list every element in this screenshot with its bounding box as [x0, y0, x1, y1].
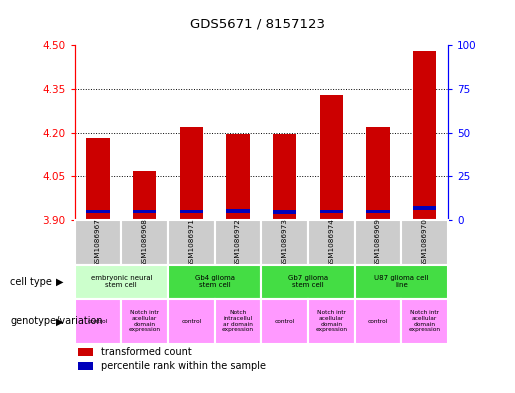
Text: GSM1086968: GSM1086968 — [142, 218, 148, 267]
Text: Notch intr
acellular
domain
expression: Notch intr acellular domain expression — [129, 310, 161, 332]
Bar — [273, 134, 296, 220]
Bar — [78, 362, 93, 370]
Text: GSM1086974: GSM1086974 — [329, 218, 334, 267]
Bar — [78, 348, 93, 356]
Text: GSM1086973: GSM1086973 — [282, 218, 288, 267]
Bar — [366, 127, 390, 220]
Text: GDS5671 / 8157123: GDS5671 / 8157123 — [190, 18, 325, 31]
Bar — [227, 209, 250, 213]
Bar — [180, 127, 203, 220]
Bar — [122, 299, 168, 344]
Bar — [122, 220, 168, 265]
Bar — [75, 265, 168, 299]
Text: ▶: ▶ — [56, 277, 63, 287]
Text: transformed count: transformed count — [101, 347, 192, 357]
Bar — [227, 134, 250, 220]
Bar — [401, 299, 448, 344]
Bar — [261, 265, 355, 299]
Bar — [133, 209, 157, 213]
Bar — [261, 299, 308, 344]
Bar — [401, 220, 448, 265]
Text: Notch intr
acellular
domain
expression: Notch intr acellular domain expression — [409, 310, 441, 332]
Text: Notch
intracellul
ar domain
expression: Notch intracellul ar domain expression — [222, 310, 254, 332]
Text: genotype/variation: genotype/variation — [10, 316, 103, 326]
Bar — [133, 171, 157, 220]
Text: control: control — [368, 319, 388, 324]
Bar — [261, 220, 308, 265]
Bar — [355, 265, 448, 299]
Bar — [168, 299, 215, 344]
Bar — [215, 299, 261, 344]
Bar — [87, 138, 110, 220]
Text: embryonic neural
stem cell: embryonic neural stem cell — [91, 275, 152, 288]
Bar — [180, 209, 203, 213]
Text: GSM1086971: GSM1086971 — [188, 218, 194, 267]
Bar — [273, 210, 296, 214]
Bar — [75, 299, 122, 344]
Bar — [75, 220, 122, 265]
Bar — [308, 299, 355, 344]
Bar — [413, 51, 436, 220]
Text: control: control — [88, 319, 108, 324]
Text: ▶: ▶ — [56, 316, 63, 326]
Text: GSM1086969: GSM1086969 — [375, 218, 381, 267]
Text: cell type: cell type — [10, 277, 52, 287]
Text: GSM1086967: GSM1086967 — [95, 218, 101, 267]
Text: Gb7 glioma
stem cell: Gb7 glioma stem cell — [288, 275, 328, 288]
Text: GSM1086970: GSM1086970 — [422, 218, 428, 267]
Bar — [308, 220, 355, 265]
Bar — [215, 220, 261, 265]
Bar — [413, 206, 436, 210]
Text: Gb4 glioma
stem cell: Gb4 glioma stem cell — [195, 275, 235, 288]
Bar — [168, 265, 261, 299]
Bar — [87, 209, 110, 213]
Bar — [320, 209, 343, 213]
Text: percentile rank within the sample: percentile rank within the sample — [101, 361, 266, 371]
Text: Notch intr
acellular
domain
expression: Notch intr acellular domain expression — [315, 310, 348, 332]
Text: U87 glioma cell
line: U87 glioma cell line — [374, 275, 428, 288]
Bar — [355, 220, 401, 265]
Text: control: control — [274, 319, 295, 324]
Text: control: control — [181, 319, 201, 324]
Bar — [366, 209, 390, 213]
Text: GSM1086972: GSM1086972 — [235, 218, 241, 267]
Bar — [355, 299, 401, 344]
Bar — [168, 220, 215, 265]
Bar — [320, 95, 343, 220]
